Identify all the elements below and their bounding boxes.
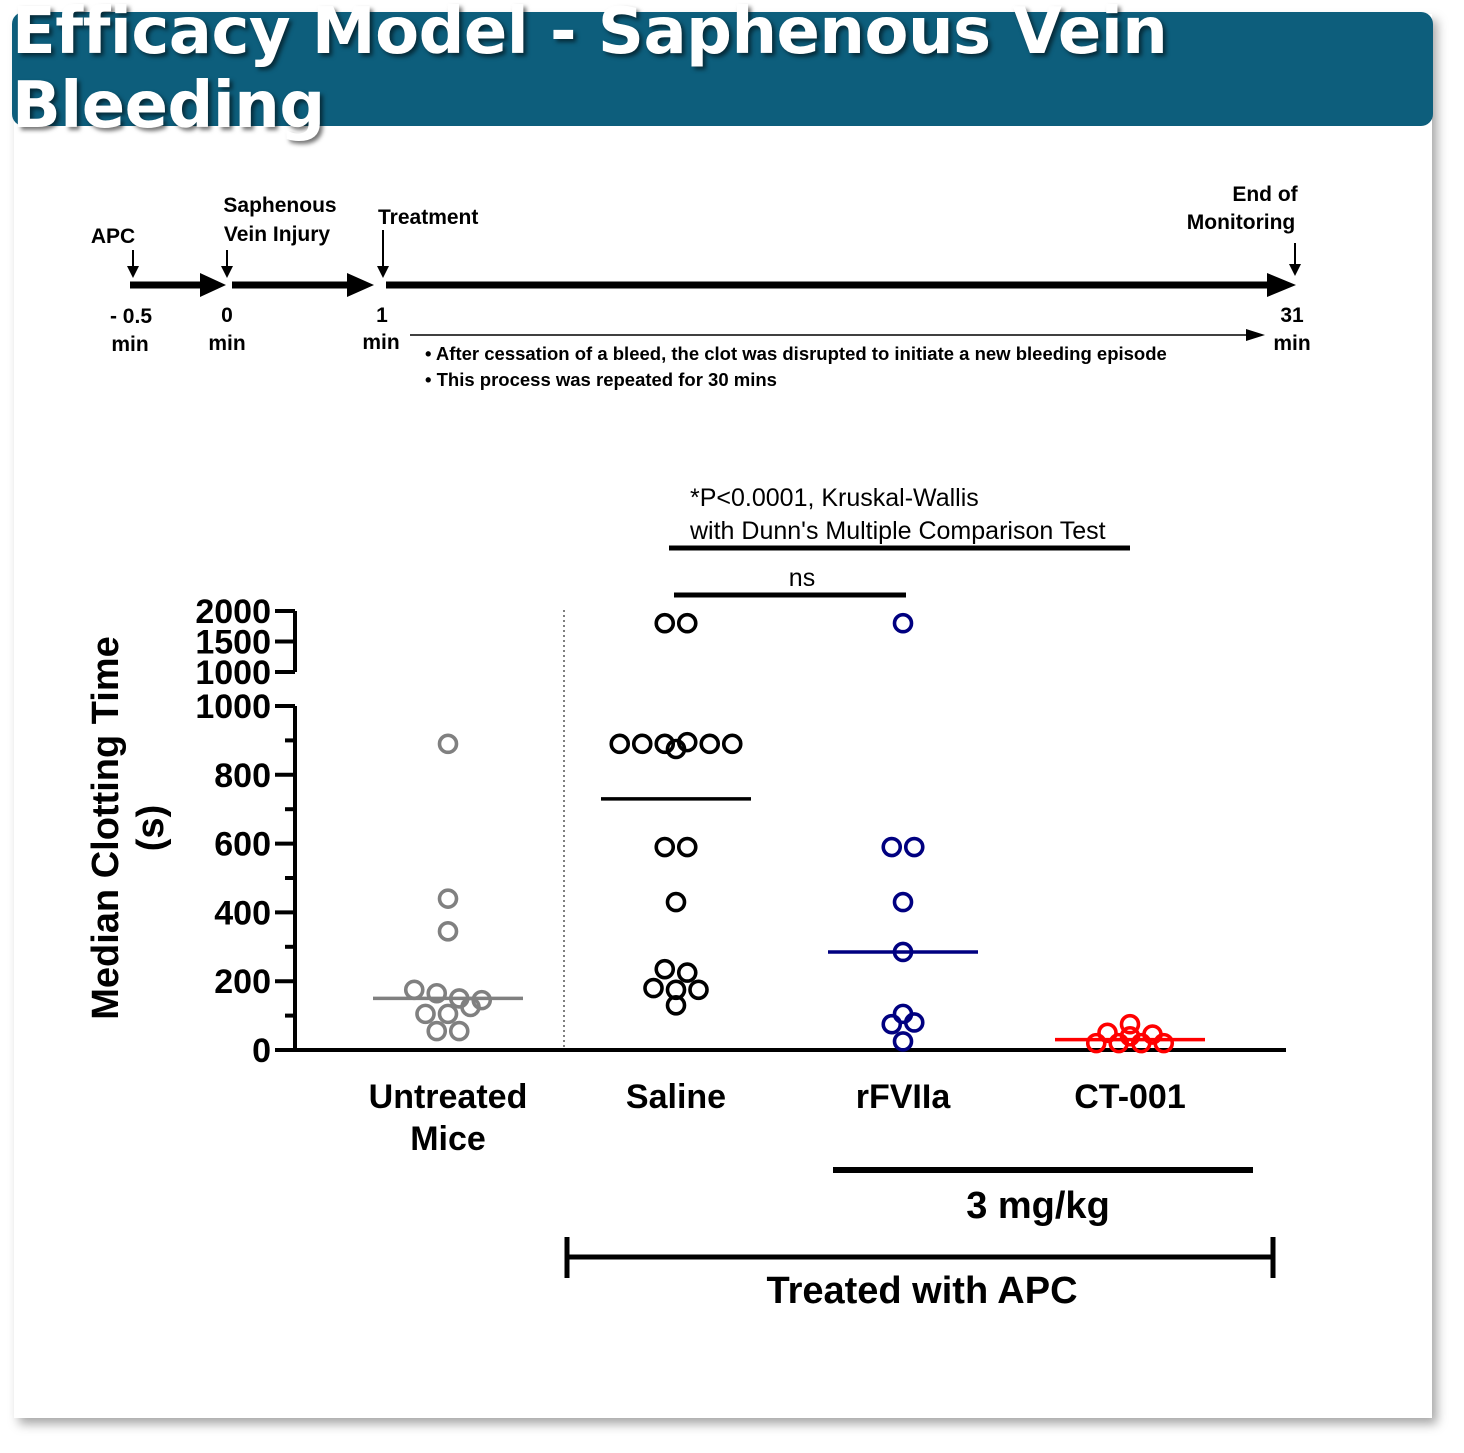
data-point — [892, 891, 914, 913]
data-point — [881, 1013, 903, 1035]
data-point — [654, 733, 676, 755]
y-tick-label: 200 — [214, 963, 271, 1001]
time-label: 1 — [376, 304, 388, 327]
timeline-note: • This process was repeated for 30 mins — [425, 369, 777, 390]
y-axis-label: Median Clotting Time — [85, 636, 127, 1020]
y-tick-label: 800 — [214, 757, 271, 795]
data-point — [437, 921, 459, 942]
time-label: - 0.5 — [110, 305, 152, 328]
x-tick-label: Saline — [626, 1078, 726, 1116]
data-point — [437, 733, 459, 755]
data-point — [688, 979, 709, 1001]
data-point — [676, 731, 698, 753]
data-point — [903, 1012, 925, 1033]
data-point — [892, 612, 914, 634]
data-point — [665, 891, 687, 913]
y-axis-label: (s) — [130, 805, 172, 851]
dose-label: 3 mg/kg — [966, 1185, 1110, 1227]
data-point — [1097, 1022, 1118, 1044]
x-tick-label: Mice — [410, 1120, 486, 1158]
data-point — [437, 888, 459, 909]
median-lines — [373, 797, 1205, 1042]
data-point — [403, 979, 425, 1001]
x-tick-label: Untreated — [369, 1078, 528, 1116]
x-tick-label: rFVIIa — [856, 1078, 952, 1116]
stats-annotation: with Dunn's Multiple Comparison Test — [689, 517, 1106, 545]
data-point — [426, 982, 448, 1004]
title-banner: Efficacy Model - Saphenous Vein Bleeding — [12, 0, 1433, 143]
data-point — [643, 977, 664, 999]
y-tick-label: 1000 — [195, 688, 271, 726]
data-point — [631, 733, 653, 755]
data-point — [654, 612, 676, 634]
timeline-diagram: APC Saphenous Vein Injury Treatment End … — [91, 183, 1311, 390]
data-point — [903, 836, 925, 858]
y-tick-label: 0 — [252, 1032, 271, 1070]
x-tick-label: CT-001 — [1074, 1078, 1186, 1116]
data-point — [654, 958, 676, 980]
axes — [293, 611, 1286, 1052]
y-tick-label: 1000 — [195, 654, 271, 692]
data-point — [676, 612, 698, 634]
stats-annotation: *P<0.0001, Kruskal-Wallis — [690, 484, 979, 512]
data-point — [676, 962, 698, 983]
time-label: 0 — [221, 304, 233, 327]
data-point — [1085, 1032, 1107, 1054]
timeline-arrows — [127, 230, 1301, 341]
slide-card — [14, 14, 1432, 1418]
data-point — [721, 733, 743, 755]
data-point — [665, 994, 687, 1016]
event-label: End of — [1232, 183, 1298, 206]
ns-annotation: ns — [789, 564, 815, 592]
data-point — [892, 941, 914, 963]
data-point — [654, 836, 676, 858]
data-point — [699, 733, 721, 755]
y-tick-label: 1500 — [195, 624, 271, 662]
data-point — [437, 1003, 459, 1025]
y-tick-label: 600 — [214, 826, 271, 864]
data-point — [881, 836, 903, 858]
event-label: Treatment — [378, 206, 478, 229]
data-point — [460, 996, 481, 1018]
event-label: Saphenous — [223, 194, 336, 217]
event-label: APC — [91, 225, 135, 248]
event-label: Monitoring — [1187, 211, 1295, 234]
apc-bracket — [564, 1237, 1276, 1278]
time-label: min — [362, 331, 399, 354]
data-point — [426, 1020, 448, 1042]
data-point — [676, 836, 698, 858]
data-points — [403, 612, 1175, 1054]
time-label: 31 — [1280, 304, 1304, 327]
y-tick-label: 2000 — [195, 593, 271, 631]
event-label: Vein Injury — [224, 223, 331, 246]
data-point — [892, 1031, 914, 1052]
time-label: min — [208, 332, 245, 355]
data-point — [1119, 1013, 1141, 1035]
data-point — [609, 733, 631, 755]
time-label: min — [111, 333, 148, 356]
apc-label: Treated with APC — [766, 1270, 1077, 1312]
data-point — [1153, 1032, 1175, 1054]
y-tick-label: 400 — [214, 894, 271, 932]
data-point — [415, 1003, 436, 1025]
timeline-note: • After cessation of a bleed, the clot w… — [425, 343, 1167, 364]
data-point — [448, 1020, 470, 1042]
time-label: min — [1273, 332, 1310, 355]
